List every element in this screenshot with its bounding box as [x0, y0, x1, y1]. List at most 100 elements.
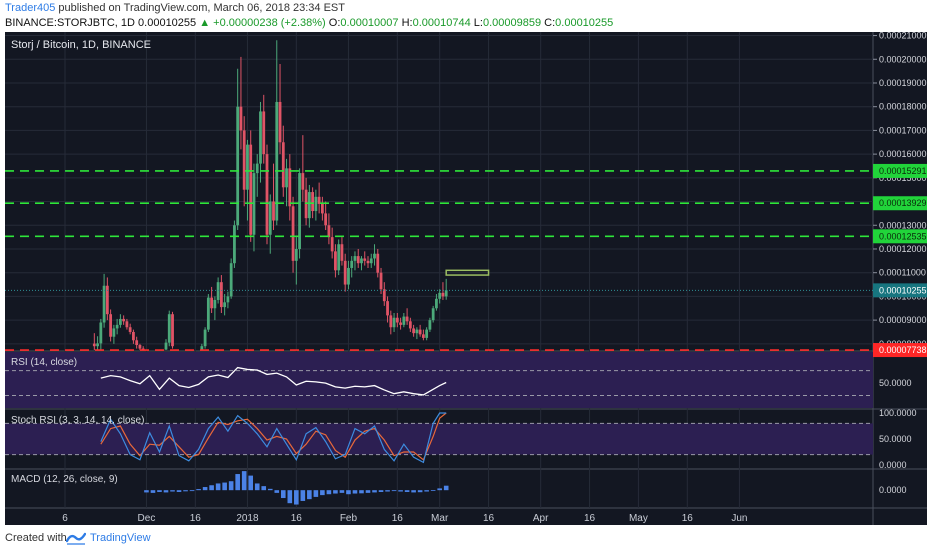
candle-body: [164, 342, 168, 350]
candle-body: [444, 290, 448, 297]
macd-histogram-bar: [280, 490, 286, 499]
time-tick-label: 16: [291, 513, 303, 524]
candle-body: [421, 334, 425, 338]
candle-body: [307, 192, 311, 219]
macd-histogram-bar: [404, 490, 410, 492]
candle-body: [226, 296, 230, 303]
time-tick-label: 16: [392, 513, 404, 524]
macd-histogram-bar: [424, 490, 429, 492]
time-tick-label: Mar: [431, 513, 449, 524]
candle-body: [233, 225, 236, 264]
price-scale: [873, 32, 927, 525]
rsi-line: [100, 366, 447, 396]
high-label: H:: [401, 17, 413, 29]
candle-body: [353, 256, 357, 261]
candle-body: [210, 297, 214, 309]
candle-body: [337, 244, 341, 271]
time-tick-label: May: [629, 513, 648, 524]
candle-body: [125, 321, 129, 328]
open-label: O:: [328, 17, 341, 29]
candle-body: [415, 329, 419, 334]
candle-body: [262, 111, 266, 155]
candle-body: [109, 314, 113, 337]
candle-body: [285, 168, 288, 188]
macd-histogram-bar: [144, 490, 149, 493]
rsi-band: [5, 352, 873, 408]
macd-histogram-bar: [196, 489, 201, 491]
macd-histogram-bar: [163, 490, 169, 493]
candle-body: [141, 348, 145, 350]
stoch-tick-label: 100.0000: [879, 408, 917, 418]
candle-body: [389, 315, 393, 328]
open-value: 0.00010007: [340, 17, 399, 29]
time-tick-label: 6: [62, 513, 68, 524]
candle-body: [366, 260, 370, 264]
candle-body: [408, 321, 412, 329]
candle-body: [330, 237, 334, 252]
candle-body: [242, 130, 246, 190]
candle-body: [255, 163, 259, 174]
stoch-k-line: [100, 412, 447, 464]
symbol-line: BINANCE:STORJBTC, 1D 0.00010255 ▲ +0.000…: [5, 17, 613, 29]
candle-body: [418, 329, 422, 335]
time-tick-label: 16: [682, 513, 694, 524]
candle-body: [281, 142, 285, 188]
candle-body: [246, 144, 249, 190]
candle-body: [376, 253, 380, 273]
candle-body: [441, 292, 445, 297]
macd-histogram-bar: [222, 482, 227, 491]
price-tick-label: 0.00016000: [879, 149, 927, 159]
candle-body: [272, 201, 275, 221]
candle-body: [236, 106, 240, 226]
macd-histogram-bar: [209, 485, 214, 491]
macd-histogram-bar: [287, 490, 293, 504]
candle-body: [223, 302, 227, 308]
macd-histogram-bar: [176, 490, 182, 492]
candle-body: [122, 318, 126, 322]
macd-histogram-bar: [183, 490, 188, 492]
time-tick-label: Apr: [533, 513, 549, 524]
published-text: published on TradingView.com, March 06, …: [55, 2, 345, 14]
high-value: 0.00010744: [412, 17, 471, 29]
level-price-badge: [873, 343, 927, 358]
price-tick-label: 0.00018000: [879, 102, 927, 112]
price-tick-label: 0.00021000: [879, 32, 927, 41]
price-tick-label: 0.00019000: [879, 78, 927, 88]
macd-histogram-bar: [326, 490, 332, 495]
candle-body: [327, 225, 331, 238]
last-price-label: 0.00010255: [879, 285, 927, 295]
symbol-info: BINANCE:STORJBTC, 1D 0.00010255: [5, 17, 197, 29]
level-price-label: 0.00007738: [879, 345, 927, 355]
author-link[interactable]: Trader405: [5, 2, 56, 14]
candle-body: [92, 343, 96, 347]
price-tick-label: 0.00020000: [879, 54, 927, 64]
candle-body: [213, 299, 217, 309]
candle-body: [105, 285, 109, 315]
time-tick-label: Jun: [731, 513, 747, 524]
macd-histogram-bar: [320, 490, 325, 496]
candle-body: [275, 101, 279, 221]
candle-body: [200, 346, 204, 350]
macd-histogram-bar: [254, 483, 260, 491]
tradingview-logo-icon[interactable]: [66, 531, 86, 545]
price-chart[interactable]: 6 Dec 16 2018 16 Feb 16 Mar 16 Apr 16 May 16 Jun 0.000…: [5, 32, 927, 525]
tradingview-brand[interactable]: TradingView: [90, 532, 151, 544]
level-price-label: 0.00012535: [879, 231, 927, 241]
chart-header: Trader405 published on TradingView.com, …: [0, 0, 932, 32]
candle-body: [288, 168, 292, 207]
price-tick-label: 0.00012000: [879, 244, 927, 254]
macd-histogram-bar: [385, 490, 390, 492]
price-tick-label: 0.00009000: [879, 315, 927, 325]
level-price-badge: [873, 196, 927, 211]
macd-histogram-bar: [443, 485, 449, 491]
macd-histogram-bar: [339, 490, 345, 493]
candle-body: [395, 317, 399, 323]
candle-body: [298, 173, 301, 249]
macd-histogram-bar: [235, 474, 240, 491]
macd-histogram-bar: [189, 490, 195, 492]
macd-histogram-bar: [411, 490, 416, 493]
macd-histogram-bar: [215, 483, 221, 491]
candle-body: [412, 328, 416, 334]
macd-histogram-bar: [241, 471, 247, 491]
macd-histogram-bar: [170, 490, 175, 492]
